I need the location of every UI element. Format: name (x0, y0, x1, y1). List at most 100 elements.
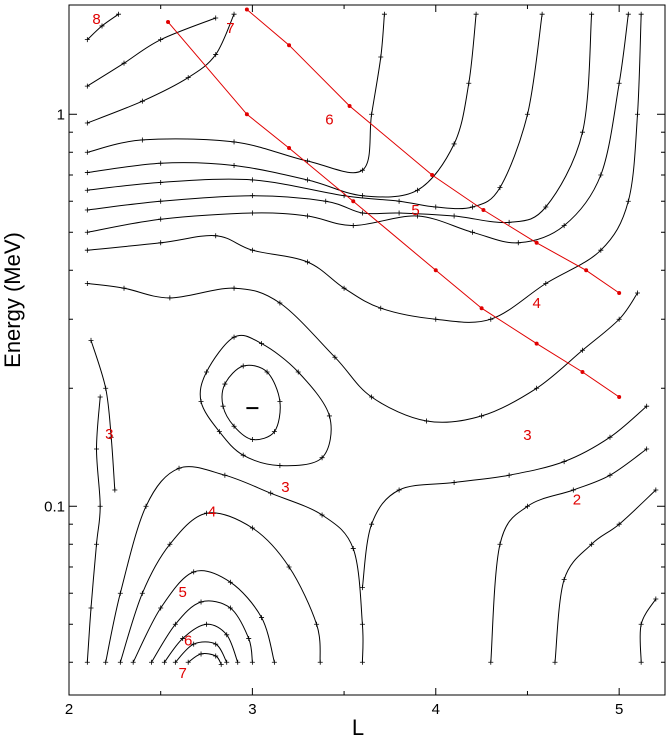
contour-point-marker (304, 213, 310, 219)
contour-point-marker (112, 487, 118, 493)
contour-point-marker (121, 60, 127, 66)
contour-point-marker (227, 579, 233, 585)
contour-point-marker (139, 98, 145, 104)
contour-point-marker (506, 472, 512, 478)
contour-point-marker (524, 111, 530, 117)
contour-line (361, 405, 648, 588)
contour-line (119, 512, 321, 663)
contour-point-marker (249, 210, 255, 216)
contour-point-marker (451, 141, 457, 147)
contour-point-marker (198, 599, 204, 605)
contour-line (151, 600, 253, 663)
contour-lines (84, 11, 659, 667)
contour-point-marker (616, 80, 622, 86)
contour-point-marker (116, 11, 122, 17)
contour-point-marker (84, 659, 90, 665)
contour-point-marker (231, 139, 237, 145)
contour-label: 8 (92, 11, 100, 28)
red-line-point (244, 7, 249, 12)
red-line-point (534, 240, 539, 245)
y-tick-label: 0.1 (44, 498, 65, 515)
contour-point-marker (488, 659, 494, 665)
x-tick-label: 3 (248, 701, 256, 718)
contour-point-marker (158, 240, 164, 246)
y-axis-title: Energy (MeV) (0, 232, 25, 368)
contour-point-marker (451, 479, 457, 485)
contour-point-marker (295, 369, 301, 375)
contour-point-marker (634, 290, 640, 296)
contour-point-marker (326, 413, 332, 419)
contour-point-marker (249, 437, 255, 443)
contour-point-marker (103, 385, 109, 391)
contour-point-marker (479, 413, 485, 419)
contour-point-marker (224, 659, 230, 665)
contour-point-marker (94, 541, 100, 547)
contour-point-marker (488, 316, 494, 322)
contour-line (554, 489, 657, 663)
contour-point-marker (268, 490, 274, 496)
contour-point-marker (240, 452, 246, 458)
contour-point-marker (158, 605, 164, 611)
contour-point-marker (185, 659, 191, 665)
red-line-point (166, 19, 171, 24)
contour-point-marker (277, 300, 283, 306)
y-axis-ticks: 0.11 (44, 106, 665, 663)
contour-point-marker (227, 605, 233, 611)
contour-point-marker (158, 37, 164, 43)
contour-point-marker (359, 621, 365, 627)
contour-label: 6 (325, 111, 333, 128)
contour-point-marker (213, 641, 219, 647)
contour-line (490, 448, 647, 663)
contour-point-marker (598, 172, 604, 178)
contour-line (163, 623, 239, 663)
contour-label: 4 (532, 295, 540, 312)
contour-point-marker (433, 204, 439, 210)
contour-point-marker (271, 659, 277, 665)
contour-point-marker (304, 259, 310, 265)
contour-point-marker (579, 129, 585, 135)
red-line-point (584, 268, 589, 273)
contour-point-marker (84, 247, 90, 253)
contour-point-marker (240, 363, 246, 369)
contour-point-marker (638, 11, 644, 17)
contour-point-marker (158, 198, 164, 204)
contour-point-marker (323, 198, 329, 204)
contour-point-marker (158, 179, 164, 185)
contour-point-marker (231, 163, 237, 169)
contour-point-marker (607, 434, 613, 440)
contour-point-marker (634, 111, 640, 117)
plot-frame (68, 4, 666, 696)
contour-point-marker (264, 369, 270, 375)
red-line-point (430, 172, 435, 177)
contour-point-marker (97, 503, 103, 509)
contour-line (86, 396, 101, 663)
contour-point-marker (121, 285, 127, 291)
contour-point-marker (213, 653, 219, 659)
red-line-point (481, 207, 486, 212)
contour-point-marker (552, 659, 558, 665)
contour-point-marker (97, 394, 103, 400)
contour-point-marker (231, 11, 237, 17)
contour-point-marker (644, 403, 650, 409)
contour-point-marker (139, 137, 145, 143)
contour-point-marker (204, 510, 210, 516)
contour-point-marker (350, 223, 356, 229)
red-line-point (287, 146, 292, 151)
contour-point-marker (534, 385, 540, 391)
contour-line (132, 570, 275, 663)
contour-point-marker (350, 546, 356, 552)
contour-label: 7 (179, 665, 187, 682)
contour-point-marker (84, 207, 90, 213)
contour-point-marker (359, 167, 365, 173)
x-tick-label: 4 (432, 701, 440, 718)
contour-point-marker (644, 446, 650, 452)
contour-point-marker (231, 334, 237, 340)
contour-label: 3 (105, 426, 113, 443)
contour-point-marker (598, 247, 604, 253)
contour-point-marker (139, 590, 145, 596)
closed-contour-line (221, 364, 281, 441)
contour-label: 6 (184, 632, 192, 649)
contour-point-marker (259, 615, 265, 621)
x-tick-label: 2 (65, 701, 73, 718)
